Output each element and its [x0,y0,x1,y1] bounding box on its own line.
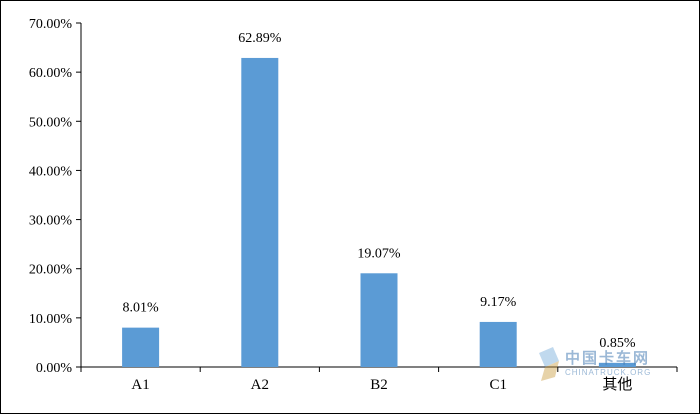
y-tick-label: 30.00% [29,214,73,229]
watermark-logo: 中国卡车网 CHINATRUCK.ORG [539,347,651,381]
y-tick-label: 70.00% [29,17,73,32]
x-tick-label: 其他 [602,376,632,393]
y-tick-label: 0.00% [36,361,73,376]
data-labels: 8.01% 62.89% 19.07% 9.17% 0.85% [123,31,636,351]
data-label-3: 9.17% [480,295,517,310]
data-label-4: 0.85% [599,336,636,351]
x-tick-label: C1 [489,377,507,393]
bar-2 [360,273,398,367]
data-label-0: 8.01% [123,301,160,316]
x-tick-label: B2 [370,377,388,393]
y-tick-label: 40.00% [29,164,73,179]
bar-1 [241,57,279,367]
bar-series [122,57,636,367]
x-tick-label: A2 [251,377,269,393]
watermark-sub: CHINATRUCK.ORG [565,368,651,377]
data-label-2: 19.07% [357,246,401,261]
bar-0 [122,327,160,367]
truck-logo-icon [539,347,559,381]
y-tick-label: 20.00% [29,263,73,278]
y-axis: 0.00% 10.00% 20.00% 30.00% 40.00% 50.00% 60.00… [29,17,82,376]
y-tick-label: 50.00% [29,115,73,130]
bar-4 [598,362,636,367]
x-tick-label: A1 [131,377,149,393]
watermark-name: 中国卡车网 [565,349,650,367]
y-tick-label: 10.00% [29,312,73,327]
bar-3 [479,321,517,367]
data-label-1: 62.89% [238,31,282,46]
y-tick-label: 60.00% [29,66,73,81]
